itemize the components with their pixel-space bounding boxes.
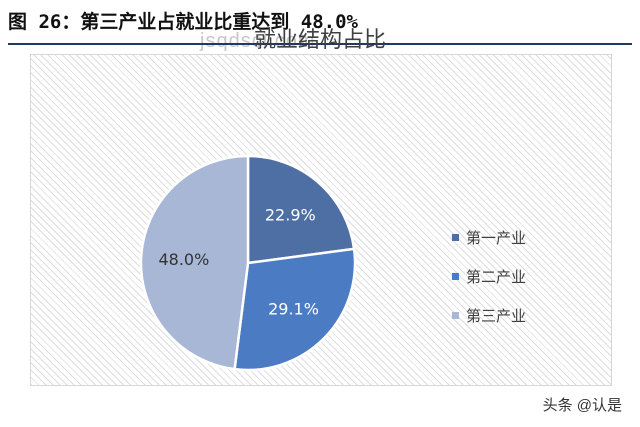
pie-slice-1 — [246, 154, 356, 265]
caption-divider — [8, 43, 632, 45]
legend-swatch — [452, 312, 459, 319]
legend-label: 第一产业 — [466, 229, 527, 247]
legend-swatch — [452, 234, 459, 241]
slice-label-3: 48.0% — [158, 250, 209, 269]
slice-label-1: 22.9% — [265, 206, 316, 225]
legend-item-2: 第二产业 — [452, 257, 526, 296]
chart-legend: 第一产业第二产业第三产业 — [452, 218, 526, 335]
legend-swatch — [452, 273, 459, 280]
legend-label: 第三产业 — [466, 307, 527, 325]
watermark: jsqdsci.com — [200, 30, 316, 52]
pie-slice-2 — [233, 247, 357, 372]
chart-title: 就业结构占比 — [253, 28, 386, 53]
pie-slice-3 — [139, 154, 250, 371]
figure-caption: 图 26：第三产业占就业比重达到 48.0% — [8, 11, 358, 33]
legend-label: 第二产业 — [466, 268, 527, 286]
slice-label-2: 29.1% — [268, 299, 319, 318]
source-tag: 头条 @认是 — [542, 397, 622, 414]
legend-item-1: 第一产业 — [452, 218, 526, 257]
legend-item-3: 第三产业 — [452, 296, 526, 335]
